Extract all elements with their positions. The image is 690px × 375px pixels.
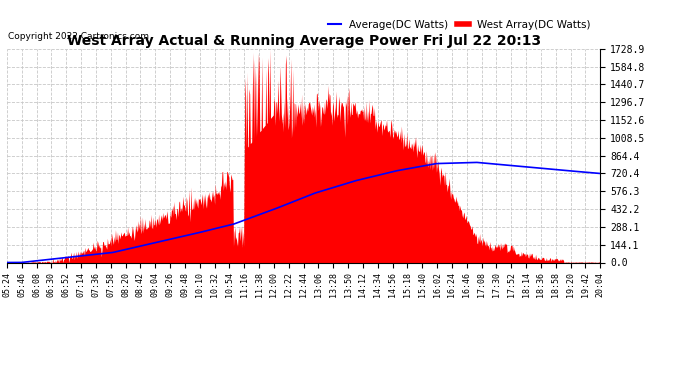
Title: West Array Actual & Running Average Power Fri Jul 22 20:13: West Array Actual & Running Average Powe… (66, 34, 541, 48)
Legend: Average(DC Watts), West Array(DC Watts): Average(DC Watts), West Array(DC Watts) (324, 15, 595, 34)
Text: Copyright 2022 Cartronics.com: Copyright 2022 Cartronics.com (8, 32, 149, 41)
